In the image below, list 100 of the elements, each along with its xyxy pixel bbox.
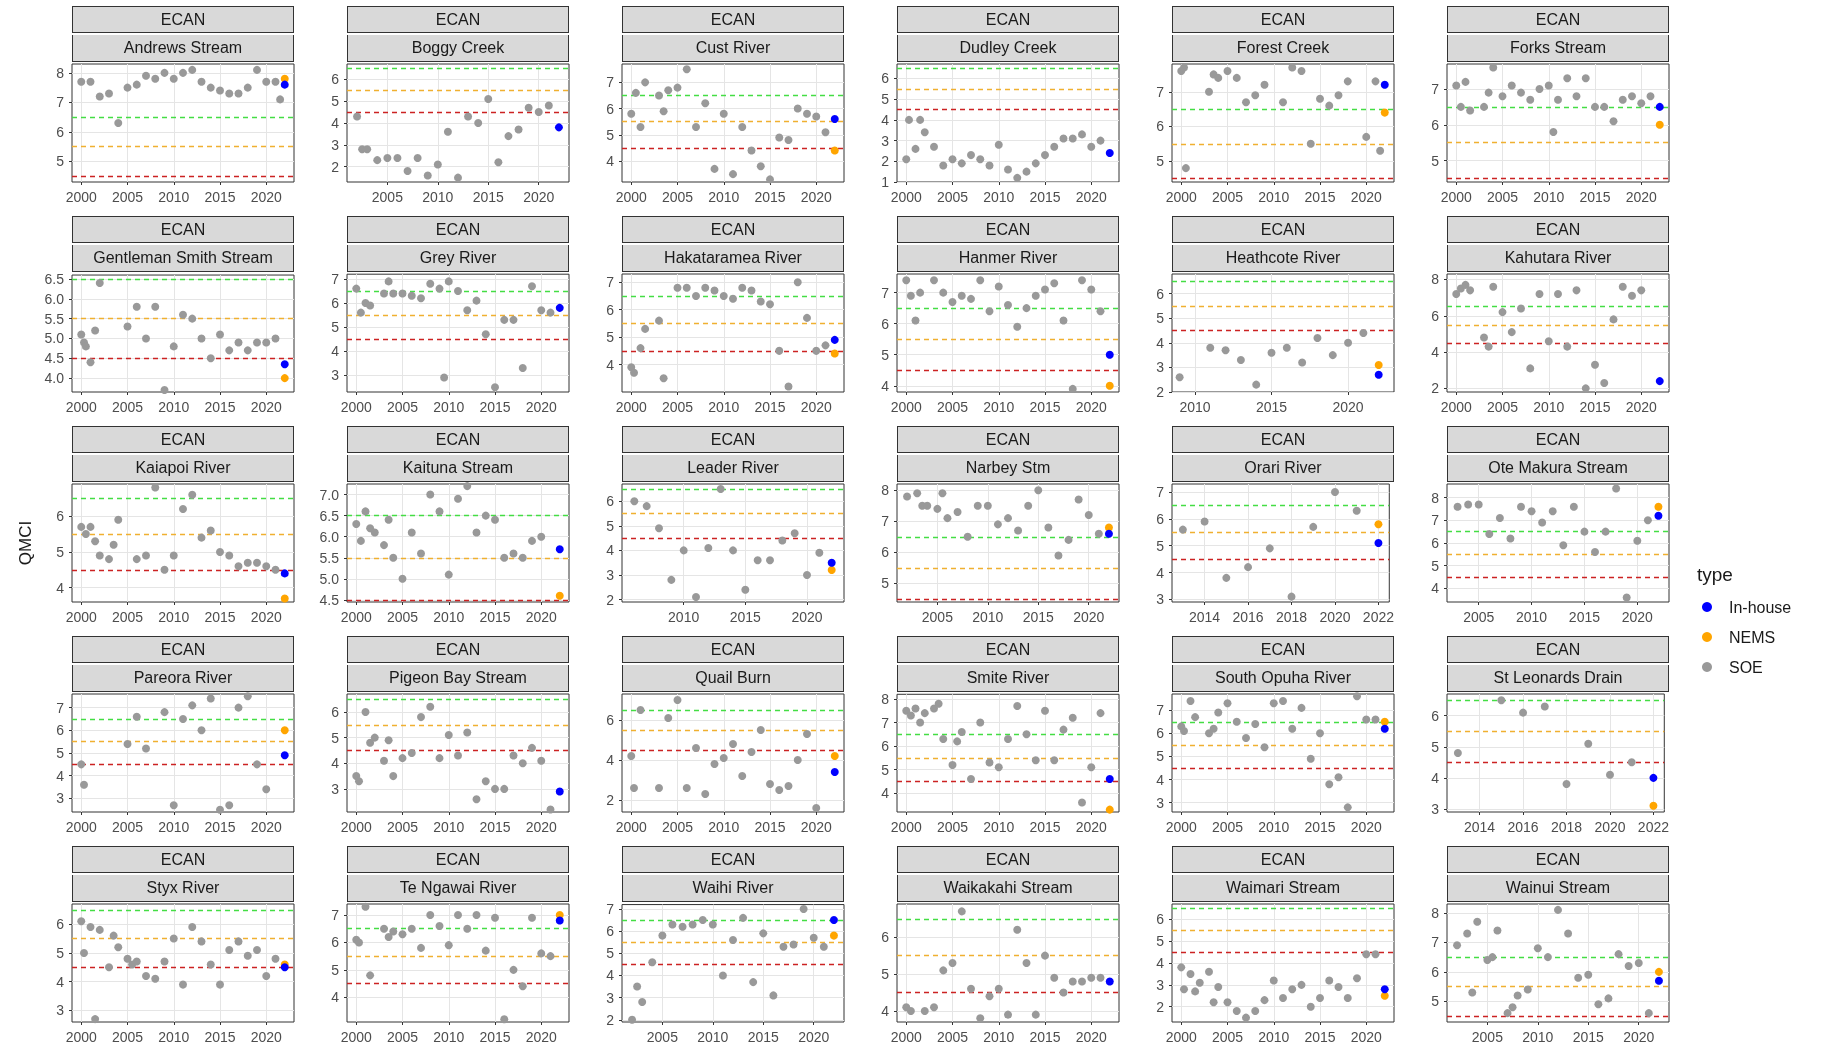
point xyxy=(86,358,95,367)
y-tick-label: 6.5 xyxy=(44,271,65,287)
point xyxy=(114,943,123,952)
y-tick-label: 4.5 xyxy=(44,350,65,367)
point xyxy=(1643,516,1652,525)
point xyxy=(902,155,911,164)
point xyxy=(1600,102,1609,111)
x-tick-label: 2015 xyxy=(754,399,786,415)
point xyxy=(716,484,725,493)
y-tick-label: 5 xyxy=(1156,310,1165,327)
point xyxy=(1022,730,1031,739)
point xyxy=(384,277,393,286)
y-tick-label: 5.5 xyxy=(319,549,340,566)
point xyxy=(812,346,821,355)
point xyxy=(534,108,543,117)
y-tick-label: 3 xyxy=(1156,591,1165,608)
point xyxy=(463,728,472,737)
point xyxy=(682,283,691,292)
point xyxy=(793,756,802,764)
point xyxy=(1251,1007,1260,1016)
point xyxy=(729,740,737,748)
y-tick-label: 3 xyxy=(56,1002,65,1019)
x-tick-label: 2015 xyxy=(1029,819,1061,835)
point xyxy=(1078,276,1086,285)
y-tick-label: 4 xyxy=(1431,769,1440,786)
x-tick-label: 2005 xyxy=(921,609,954,625)
x-tick-label: 2010 xyxy=(422,189,454,205)
point xyxy=(1498,308,1507,317)
point xyxy=(710,164,719,173)
point xyxy=(197,77,206,86)
point xyxy=(132,80,141,89)
point xyxy=(993,520,1002,529)
y-tick-label: 7 xyxy=(606,74,615,91)
point xyxy=(389,927,398,936)
point xyxy=(463,924,472,933)
x-tick-label: 2020 xyxy=(798,1029,830,1045)
point xyxy=(1034,486,1043,495)
point xyxy=(370,528,379,537)
point xyxy=(756,162,765,171)
chart-title: ECAN xyxy=(622,216,844,243)
chart-title: ECAN xyxy=(347,216,569,243)
y-tick-label: 8 xyxy=(1431,271,1440,288)
point xyxy=(384,515,393,524)
y-tick-label: 6 xyxy=(606,301,615,318)
x-tick-label: 2020 xyxy=(791,609,823,625)
y-tick-label: 4 xyxy=(56,767,65,784)
point xyxy=(380,541,388,550)
point xyxy=(1177,963,1186,972)
x-tick-label: 2015 xyxy=(472,189,505,205)
chart-subtitle: Waikakahi Stream xyxy=(897,875,1119,902)
point xyxy=(948,760,957,769)
point xyxy=(753,556,762,565)
point xyxy=(271,77,280,86)
x-tick-label: 2005 xyxy=(386,609,419,625)
point xyxy=(1533,944,1542,953)
x-tick-label: 2020 xyxy=(1332,399,1364,415)
y-tick-label: 3 xyxy=(56,790,65,807)
point xyxy=(739,913,748,922)
x-tick-label: 2000 xyxy=(1165,1029,1198,1045)
point xyxy=(1313,333,1322,342)
point xyxy=(1604,994,1613,1003)
point xyxy=(132,555,141,564)
point xyxy=(902,276,911,285)
point xyxy=(1572,286,1581,295)
y-tick-label: 6.5 xyxy=(319,507,340,524)
point xyxy=(380,924,388,933)
y-tick-label: 6 xyxy=(606,493,615,510)
point xyxy=(1493,926,1502,935)
point xyxy=(1041,951,1049,960)
point xyxy=(234,937,243,946)
x-tick-label: 2020 xyxy=(1075,399,1108,415)
point xyxy=(704,543,713,552)
x-tick-label: 2000 xyxy=(65,189,98,205)
point xyxy=(509,315,518,324)
y-tick-label: 7 xyxy=(331,271,340,287)
point xyxy=(829,931,838,940)
point xyxy=(1484,88,1493,97)
y-tick-label: 3 xyxy=(1156,794,1165,811)
point xyxy=(1096,709,1105,718)
point xyxy=(1267,348,1276,357)
y-tick-label: 7 xyxy=(331,906,340,923)
point xyxy=(830,349,839,358)
point xyxy=(1485,529,1494,538)
point xyxy=(1306,139,1315,148)
point xyxy=(775,133,784,142)
point xyxy=(766,780,774,788)
point xyxy=(234,703,243,712)
x-tick-label: 2000 xyxy=(1165,819,1198,835)
y-tick-label: 6 xyxy=(606,100,615,117)
point xyxy=(491,383,499,392)
point xyxy=(443,127,452,136)
point xyxy=(109,540,118,549)
point xyxy=(664,714,673,722)
x-tick-label: 2020 xyxy=(1075,189,1108,205)
point xyxy=(160,708,169,717)
point xyxy=(692,593,700,602)
point xyxy=(169,74,178,83)
point xyxy=(1362,950,1371,959)
x-tick-label: 2020 xyxy=(1625,399,1658,415)
point xyxy=(500,1015,509,1024)
